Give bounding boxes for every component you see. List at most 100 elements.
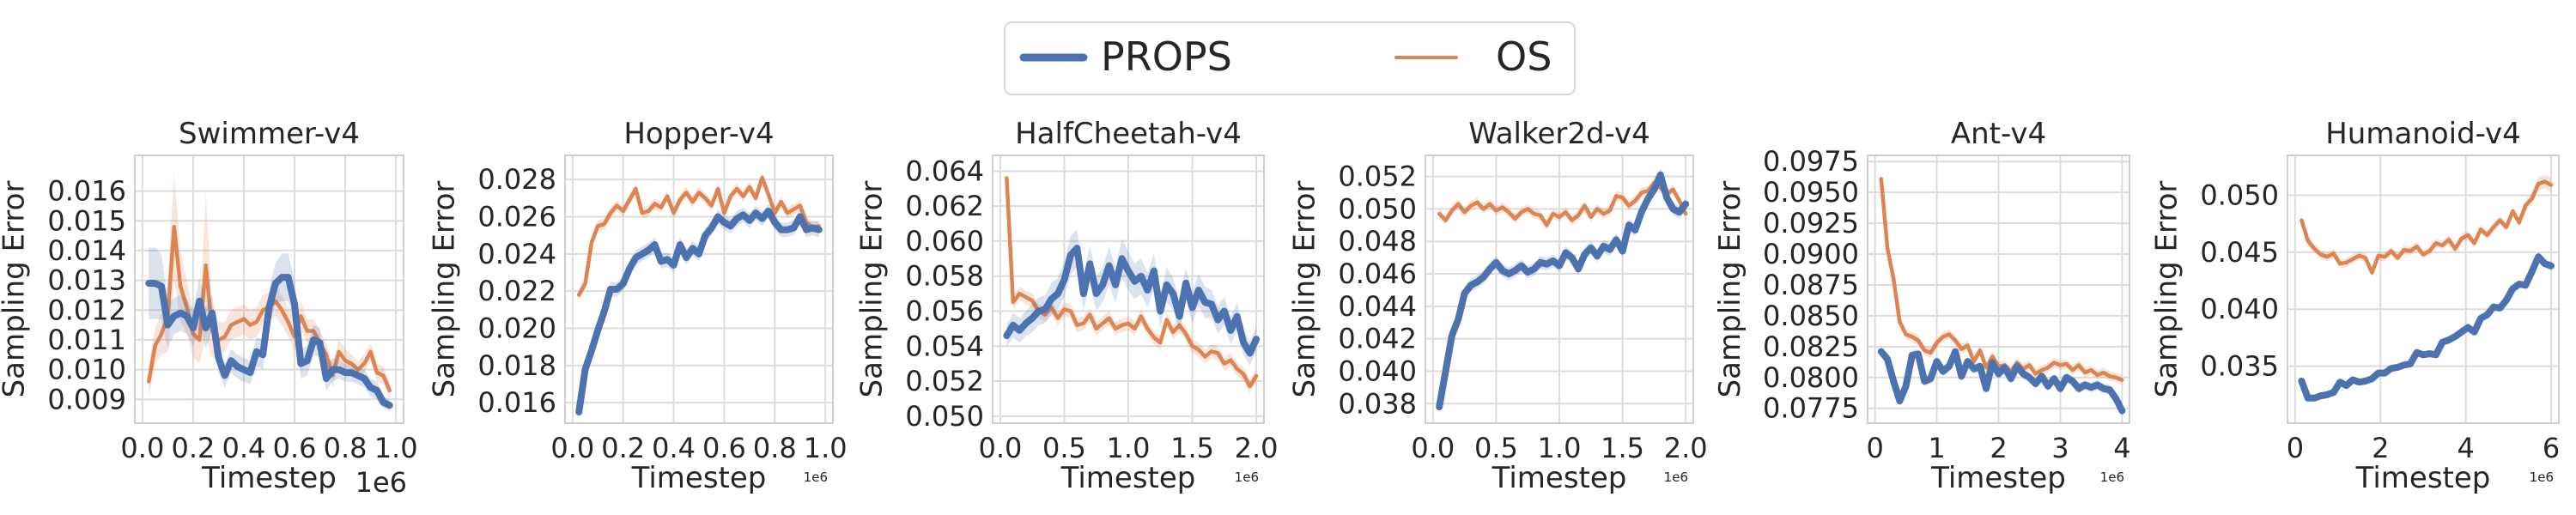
y-tick-label: 0.060	[905, 225, 984, 258]
x-tick-label: 0.0	[550, 432, 594, 464]
chart-panel: 0 1 2 3 4 0.07750.08000.08250.08500.08750.090…	[1713, 117, 2131, 495]
chart-title: Swimmer-v4	[179, 117, 360, 151]
y-tick-label: 0.035	[2200, 350, 2279, 383]
y-tick-label: 0.054	[905, 330, 984, 362]
series-line-os	[576, 175, 822, 297]
y-tick-label: 0.050	[905, 400, 984, 433]
y-tick-label: 0.050	[2200, 179, 2279, 211]
x-tick-label: 0.2	[601, 432, 645, 464]
x-tick-label: 1.0	[1538, 432, 1582, 464]
y-tick-label: 0.0825	[1763, 330, 1859, 363]
y-tick-label: 0.0775	[1763, 392, 1859, 425]
x-tick-label: 0.8	[324, 432, 368, 464]
y-tick-label: 0.040	[1338, 354, 1417, 387]
series-band-os	[149, 173, 390, 400]
x-axis-multiplier: 1e6	[804, 470, 828, 485]
x-tick-label: 1.5	[1170, 432, 1214, 464]
y-tick-label: 0.046	[1338, 258, 1417, 290]
x-axis-label: Timestep	[1060, 461, 1196, 495]
y-tick-label: 0.010	[47, 354, 126, 386]
y-axis-label: Sampling Error	[1288, 181, 1322, 398]
y-tick-label: 0.014	[47, 234, 126, 267]
y-tick-label: 0.0900	[1763, 238, 1859, 270]
y-tick-label: 0.022	[477, 275, 556, 307]
chart-panel: 0.0 0.5 1.0 1.5 2.0 0.0500.0520.0540.0560.058…	[855, 117, 1279, 495]
y-axis-label: Sampling Error	[2150, 181, 2184, 398]
chart-title: Hopper-v4	[623, 117, 774, 151]
x-tick-label: 0.5	[1474, 432, 1518, 464]
y-tick-label: 0.020	[477, 312, 556, 345]
chart-panel: 0 2 4 6 0.035 0.040 0.045 0.050 Humanoid-v4 Times…	[2150, 117, 2561, 495]
x-tick-label: 0.6	[273, 432, 317, 464]
x-tick-label: 0.0	[120, 432, 164, 464]
y-tick-label: 0.040	[2200, 293, 2279, 325]
chart-title: HalfCheetah-v4	[1015, 117, 1242, 151]
y-axis-label: Sampling Error	[0, 181, 32, 398]
chart-title: Humanoid-v4	[2325, 117, 2521, 151]
y-tick-label: 0.015	[47, 204, 126, 237]
plot-frame	[134, 154, 404, 424]
legend: PROPS OS	[1004, 21, 1576, 95]
series-line-props	[575, 208, 823, 415]
y-tick-label: 0.038	[1338, 387, 1417, 420]
x-axis-multiplier: 1e6	[1235, 470, 1259, 485]
y-tick-label: 0.048	[1338, 225, 1417, 258]
x-tick-label: 0.4	[222, 432, 266, 464]
y-axis-label: Sampling Error	[428, 181, 462, 398]
x-axis-multiplier: 1e6	[2100, 470, 2124, 485]
series-line-props	[145, 274, 393, 409]
x-tick-label: 1.5	[1601, 432, 1644, 464]
series-band-props	[1006, 228, 1257, 366]
x-axis-label: Timestep	[2355, 461, 2491, 495]
series-line-os	[1005, 176, 1259, 389]
x-tick-label: 1.0	[1107, 432, 1151, 464]
y-axis-label: Sampling Error	[855, 181, 890, 398]
y-tick-label: 0.012	[47, 294, 126, 326]
y-tick-label: 0.018	[477, 349, 556, 382]
series-line-props	[1877, 348, 2126, 415]
x-tick-label: 0.8	[753, 432, 797, 464]
x-tick-label: 0.2	[171, 432, 215, 464]
y-tick-label: 0.016	[477, 386, 556, 419]
y-tick-label: 0.052	[1338, 161, 1417, 193]
y-tick-label: 0.024	[477, 238, 556, 270]
x-tick-label: 0.6	[702, 432, 746, 464]
x-tick-label: 6	[2543, 432, 2560, 464]
x-tick-label: 0.5	[1042, 432, 1086, 464]
chart-title: Walker2d-v4	[1468, 117, 1649, 151]
x-axis-label: Timestep	[1492, 461, 1627, 495]
chart-title: Ant-v4	[1951, 117, 2046, 151]
chart-panel: 0.0 0.2 0.4 0.6 0.8 1.00.0090.0100.0110.0120.…	[0, 117, 418, 499]
y-tick-label: 0.052	[905, 365, 984, 397]
x-tick-label: 4	[2113, 432, 2130, 464]
chart-panel: 0.0 0.5 1.0 1.5 2.0 0.0380.0400.0420.0440.046…	[1288, 117, 1708, 495]
series-line-os	[1437, 180, 1688, 227]
legend-label-props: PROPS	[1101, 33, 1232, 80]
x-tick-label: 2.0	[1235, 432, 1279, 464]
y-tick-label: 0.056	[905, 294, 984, 327]
series-line-props	[2298, 253, 2555, 402]
legend-frame	[1004, 21, 1576, 95]
y-tick-label: 0.050	[1338, 192, 1417, 225]
x-axis-multiplier: 1e6	[2530, 470, 2554, 485]
y-tick-label: 0.062	[905, 190, 984, 222]
series-line-props	[1003, 245, 1261, 357]
x-axis-label: Timestep	[201, 461, 337, 495]
x-tick-label: 1.0	[374, 432, 418, 464]
x-axis-label: Timestep	[631, 461, 767, 495]
x-axis-multiplier: 1e6	[355, 466, 407, 499]
y-tick-label: 0.026	[477, 201, 556, 233]
chart-panels: 0.0 0.2 0.4 0.6 0.8 1.00.0090.0100.0110.0120.…	[0, 117, 2560, 499]
plot-frame	[1867, 154, 2130, 424]
legend-label-os: OS	[1496, 33, 1552, 80]
y-axis-label: Sampling Error	[1713, 181, 1747, 398]
y-tick-label: 0.0925	[1763, 207, 1859, 239]
x-tick-label: 3	[2051, 432, 2069, 464]
y-tick-label: 0.058	[905, 260, 984, 293]
x-tick-label: 2	[1990, 432, 2007, 464]
chart-panel: 0.0 0.2 0.4 0.6 0.8 1.0 0.016 0.018 0.020 0.022 0.…	[428, 117, 848, 495]
series-line-os	[1879, 177, 2124, 382]
plot-frame	[1425, 154, 1694, 424]
y-tick-label: 0.0850	[1763, 300, 1859, 332]
